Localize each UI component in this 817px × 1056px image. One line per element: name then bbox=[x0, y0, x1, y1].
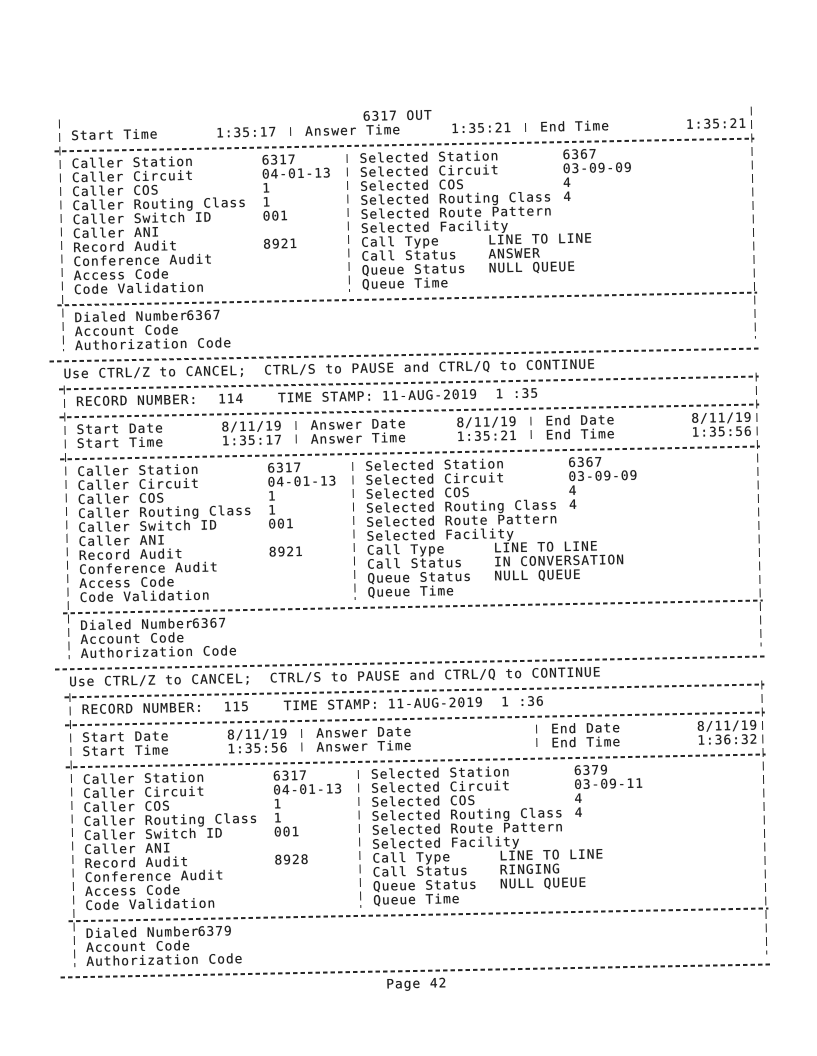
field-value: 8928 bbox=[274, 852, 310, 869]
field-label: Queue Time bbox=[361, 276, 450, 293]
time-value: 1:35:17 bbox=[215, 125, 278, 142]
field-value: 03-09-09 bbox=[562, 160, 633, 178]
time-column: Answer Date 8/11/19 Answer Time 1:35:21 bbox=[296, 415, 531, 448]
time-label: Answer Time bbox=[310, 431, 407, 448]
field-value: 04-01-13 bbox=[267, 474, 338, 491]
field-value: 03-09-09 bbox=[568, 468, 639, 486]
record-partial: 6317 OUT Start Time 1:35:17 Answer Time 1:35… bbox=[45, 104, 761, 355]
field-value: 6367 bbox=[191, 616, 228, 632]
field-value: 6367 bbox=[186, 308, 222, 325]
time-value: 1:35:21 bbox=[685, 116, 748, 133]
time-label: Start Time bbox=[82, 743, 170, 761]
time-column: End Date 8/11/19 End Time 1:35:56 bbox=[531, 411, 762, 444]
time-label: Answer Time bbox=[316, 738, 413, 756]
field-value: 4 bbox=[574, 805, 584, 821]
selected-column: Selected Station 6367 Selected Circuit 03-0… bbox=[352, 453, 765, 601]
record-number-value: 114 bbox=[217, 391, 245, 408]
caller-column: Caller Station 6317 Caller Circuit 04-01-13… bbox=[46, 153, 350, 298]
selected-column: Selected Station 6379 Selected Circuit 03-0… bbox=[358, 761, 771, 909]
cdr-report-content: 6317 OUT Start Time 1:35:17 Answer Time 1:35… bbox=[45, 104, 773, 999]
record-114: RECORD NUMBER: 114 TIME STAMP: 11-AUG-2019 … bbox=[50, 369, 767, 662]
time-column: Answer Date Answer Time bbox=[302, 724, 537, 756]
field-value: 001 bbox=[273, 825, 301, 841]
field-value: 4 bbox=[568, 497, 578, 514]
time-value: 1:35:56 bbox=[691, 424, 753, 441]
time-column: Start Date 8/11/19 Start Time 1:35:56 bbox=[56, 727, 302, 761]
time-label: End Time bbox=[551, 735, 622, 752]
time-value: 1:35:56 bbox=[227, 741, 289, 758]
time-column: Start Date 8/11/19 Start Time 1:35:17 bbox=[50, 419, 296, 453]
time-value: 1:35:21 bbox=[450, 121, 513, 138]
caller-column: Caller Station 6317 Caller Circuit 04-01-13… bbox=[51, 461, 355, 606]
field-label: Queue Time bbox=[373, 892, 461, 909]
field-value: 6379 bbox=[197, 924, 233, 940]
selected-column: Selected Station 6367 Selected Circuit 03-0… bbox=[347, 146, 760, 294]
time-value: 1:35:21 bbox=[456, 428, 518, 446]
time-label: Start Time bbox=[76, 435, 165, 453]
record-detail-columns: Caller Station 6317 Caller Circuit 04-01-13… bbox=[46, 146, 760, 299]
field-label: Queue Time bbox=[367, 584, 455, 601]
record-115: RECORD NUMBER: 115 TIME STAMP: 11-AUG-2019 … bbox=[55, 677, 772, 970]
field-value: 04-01-13 bbox=[261, 166, 332, 183]
time-label: Answer Time bbox=[304, 123, 402, 140]
field-value: 8921 bbox=[263, 236, 299, 253]
field-value: 04-01-13 bbox=[273, 782, 344, 799]
caller-column: Caller Station 6317 Caller Circuit 04-01-13… bbox=[57, 769, 361, 914]
field-value: 4 bbox=[563, 189, 573, 206]
field-value: 001 bbox=[268, 517, 295, 533]
time-label: Start Time bbox=[71, 127, 159, 145]
time-label: End Time bbox=[545, 427, 616, 444]
record-number-value: 115 bbox=[223, 699, 250, 716]
time-label: End Time bbox=[539, 119, 611, 136]
field-value: 03-09-11 bbox=[573, 776, 645, 794]
field-value: 8921 bbox=[268, 544, 304, 561]
time-value: 1:35:17 bbox=[221, 433, 283, 450]
record-detail-columns: Caller Station 6317 Caller Circuit 04-01-13… bbox=[57, 761, 771, 914]
field-value: 001 bbox=[262, 209, 289, 225]
time-value: 1:36:32 bbox=[697, 732, 759, 749]
time-column: End Date 8/11/19 End Time 1:36:32 bbox=[537, 719, 768, 752]
record-detail-columns: Caller Station 6317 Caller Circuit 04-01-13… bbox=[51, 453, 765, 606]
